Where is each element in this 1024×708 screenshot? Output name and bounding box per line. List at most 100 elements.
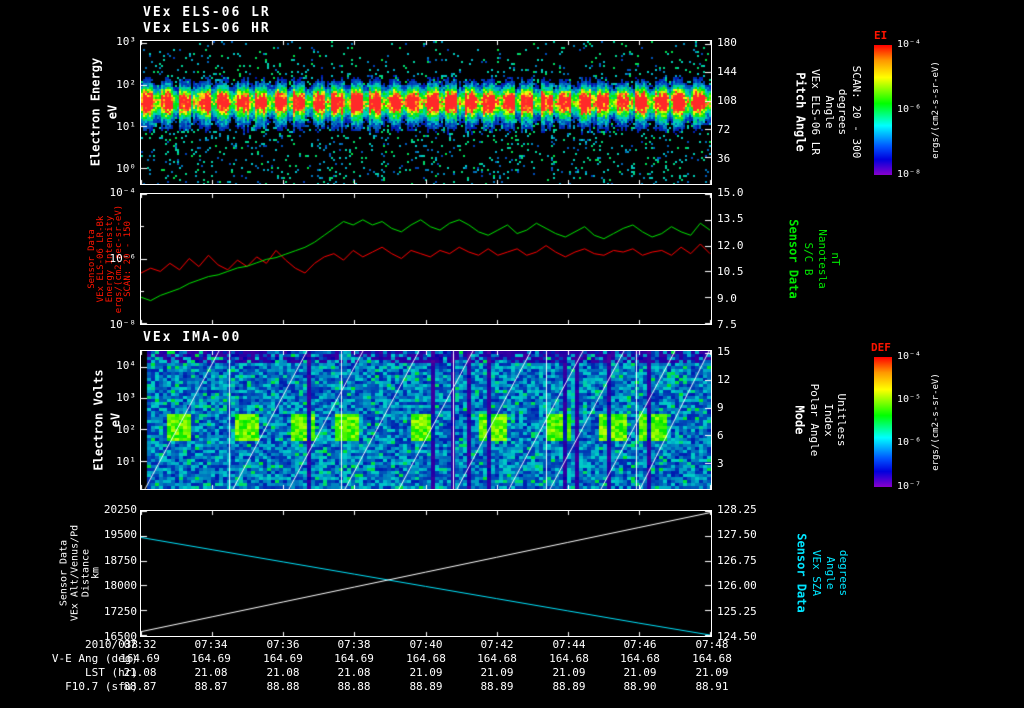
plot-title-line1: VEx ELS-06 LR — [143, 5, 271, 20]
f107-value: 88.89 — [552, 680, 586, 693]
time-tick-label: 07:42 — [480, 638, 514, 651]
time-tick-label: 07:46 — [623, 638, 657, 651]
p1-right-label: degrees — [836, 88, 849, 136]
p4-left-label: Sensor Data — [58, 539, 70, 607]
p3-right-label: Index — [822, 403, 835, 437]
cb2-tick: 10⁻⁵ — [897, 394, 922, 405]
p1-ytick: 10³ — [116, 35, 136, 48]
p1-ytick: 10⁰ — [116, 162, 136, 175]
cb1-tick: 10⁻⁶ — [897, 104, 922, 115]
p2-right-tick: 10.5 — [717, 265, 744, 278]
lst-value: 21.09 — [480, 666, 514, 679]
cb2-units: ergs/(cm2-s-sr-eV) — [931, 373, 941, 471]
p4-ytick: 16500 — [103, 630, 137, 643]
cb2-tick: 10⁻⁷ — [897, 481, 922, 492]
ima-spectrogram-canvas — [141, 351, 711, 489]
ima-spectrogram-panel — [140, 350, 712, 490]
p1-right-label: VEx ELS-06 LR — [809, 68, 822, 156]
ve-ang-value: 164.69 — [120, 652, 160, 665]
time-tick-label: 07:38 — [337, 638, 371, 651]
p2-right-label: Sensor Data — [786, 219, 801, 299]
p4-right-tick: 125.25 — [717, 605, 757, 618]
p4-right-tick: 128.25 — [717, 503, 757, 516]
lst-value: 21.08 — [123, 666, 157, 679]
altitude-sza-panel — [140, 510, 712, 637]
lst-value: 21.08 — [337, 666, 371, 679]
p3-right-label: Mode — [792, 405, 807, 435]
time-tick-label: 07:32 — [123, 638, 157, 651]
ima-colorbar — [874, 357, 892, 487]
time-tick-label: 07:44 — [552, 638, 586, 651]
p1-right-label: Angle — [823, 95, 836, 129]
ve-ang-value: 164.68 — [620, 652, 660, 665]
time-tick-label: 07:34 — [194, 638, 228, 651]
lst-value: 21.09 — [623, 666, 657, 679]
lst-value: 21.08 — [194, 666, 228, 679]
p1-right-tick: 180 — [717, 36, 737, 49]
p3-right-label: Polar Angle — [808, 383, 821, 457]
cb1-tick: 10⁻⁸ — [897, 169, 922, 180]
p1-y-axis-units: eV — [105, 104, 120, 120]
p2-right-tick: 13.5 — [717, 212, 744, 225]
time-tick-label: 07:36 — [266, 638, 300, 651]
p2-right-label: Nanotesla — [816, 229, 829, 289]
p2-right-label: nT — [829, 252, 842, 266]
time-tick-label: 07:48 — [695, 638, 729, 651]
p3-right-tick: 12 — [717, 373, 731, 386]
intensity-bfield-canvas — [141, 194, 711, 324]
p1-right-tick: 144 — [717, 65, 737, 78]
els-spectrogram-panel — [140, 40, 712, 185]
lst-value: 21.09 — [409, 666, 443, 679]
p1-right-label: SCAN: 20 - 300 — [850, 65, 863, 159]
ve-ang-value: 164.68 — [406, 652, 446, 665]
els-colorbar — [874, 45, 892, 175]
p4-left-label: VEx Alt/Venus/Pd — [69, 524, 81, 622]
p1-right-tick: 72 — [717, 123, 731, 136]
p3-right-tick: 6 — [717, 429, 724, 442]
p3-ytick: 10⁴ — [116, 359, 136, 372]
f107-value: 88.90 — [623, 680, 657, 693]
p2-right-tick: 9.0 — [717, 292, 737, 305]
lst-value: 21.09 — [695, 666, 729, 679]
ve-ang-value: 164.68 — [692, 652, 732, 665]
f107-value: 88.91 — [695, 680, 729, 693]
p3-right-tick: 9 — [717, 401, 724, 414]
ima-panel-title: VEx IMA-00 — [143, 330, 242, 345]
plot-title-line2: VEx ELS-06 HR — [143, 21, 271, 36]
f107-value: 88.89 — [409, 680, 443, 693]
ve-ang-value: 164.68 — [549, 652, 589, 665]
p4-right-tick: 126.75 — [717, 554, 757, 567]
row-label-lst: LST (hr) — [85, 666, 138, 679]
f107-value: 88.88 — [337, 680, 371, 693]
p3-ytick: 10³ — [116, 391, 136, 404]
p4-ytick: 19500 — [103, 528, 137, 541]
p4-right-tick: 127.50 — [717, 528, 757, 541]
p2-ytick: 10⁻⁶ — [109, 252, 137, 265]
cb2-tick: 10⁻⁶ — [897, 437, 922, 448]
p4-right-label: VEx SZA — [810, 549, 823, 597]
p4-right-label: degrees — [837, 549, 850, 597]
ve-ang-value: 164.69 — [263, 652, 303, 665]
p1-right-tick: 108 — [717, 94, 737, 107]
lst-value: 21.08 — [266, 666, 300, 679]
p2-right-label: S/C B — [802, 242, 815, 276]
p2-right-tick: 12.0 — [717, 239, 744, 252]
p4-right-label: Sensor Data — [794, 533, 809, 613]
f107-value: 88.89 — [480, 680, 514, 693]
p3-right-tick: 15 — [717, 345, 731, 358]
p4-left-label: km — [90, 566, 102, 580]
p4-right-tick: 126.00 — [717, 579, 757, 592]
cb2-tick: 10⁻⁴ — [897, 351, 922, 362]
f107-value: 88.87 — [194, 680, 228, 693]
ve-ang-value: 164.69 — [191, 652, 231, 665]
lst-value: 21.09 — [552, 666, 586, 679]
p4-ytick: 20250 — [103, 503, 137, 516]
els-spectrogram-canvas — [141, 41, 711, 184]
cb1-tick: 10⁻⁴ — [897, 39, 922, 50]
cb1-units: ergs/(cm2-s-sr-eV) — [931, 61, 941, 159]
date-label: 2010/038 — [85, 638, 138, 651]
p1-ytick: 10² — [116, 78, 136, 91]
p3-ytick: 10¹ — [116, 455, 136, 468]
p4-ytick: 17250 — [103, 605, 137, 618]
